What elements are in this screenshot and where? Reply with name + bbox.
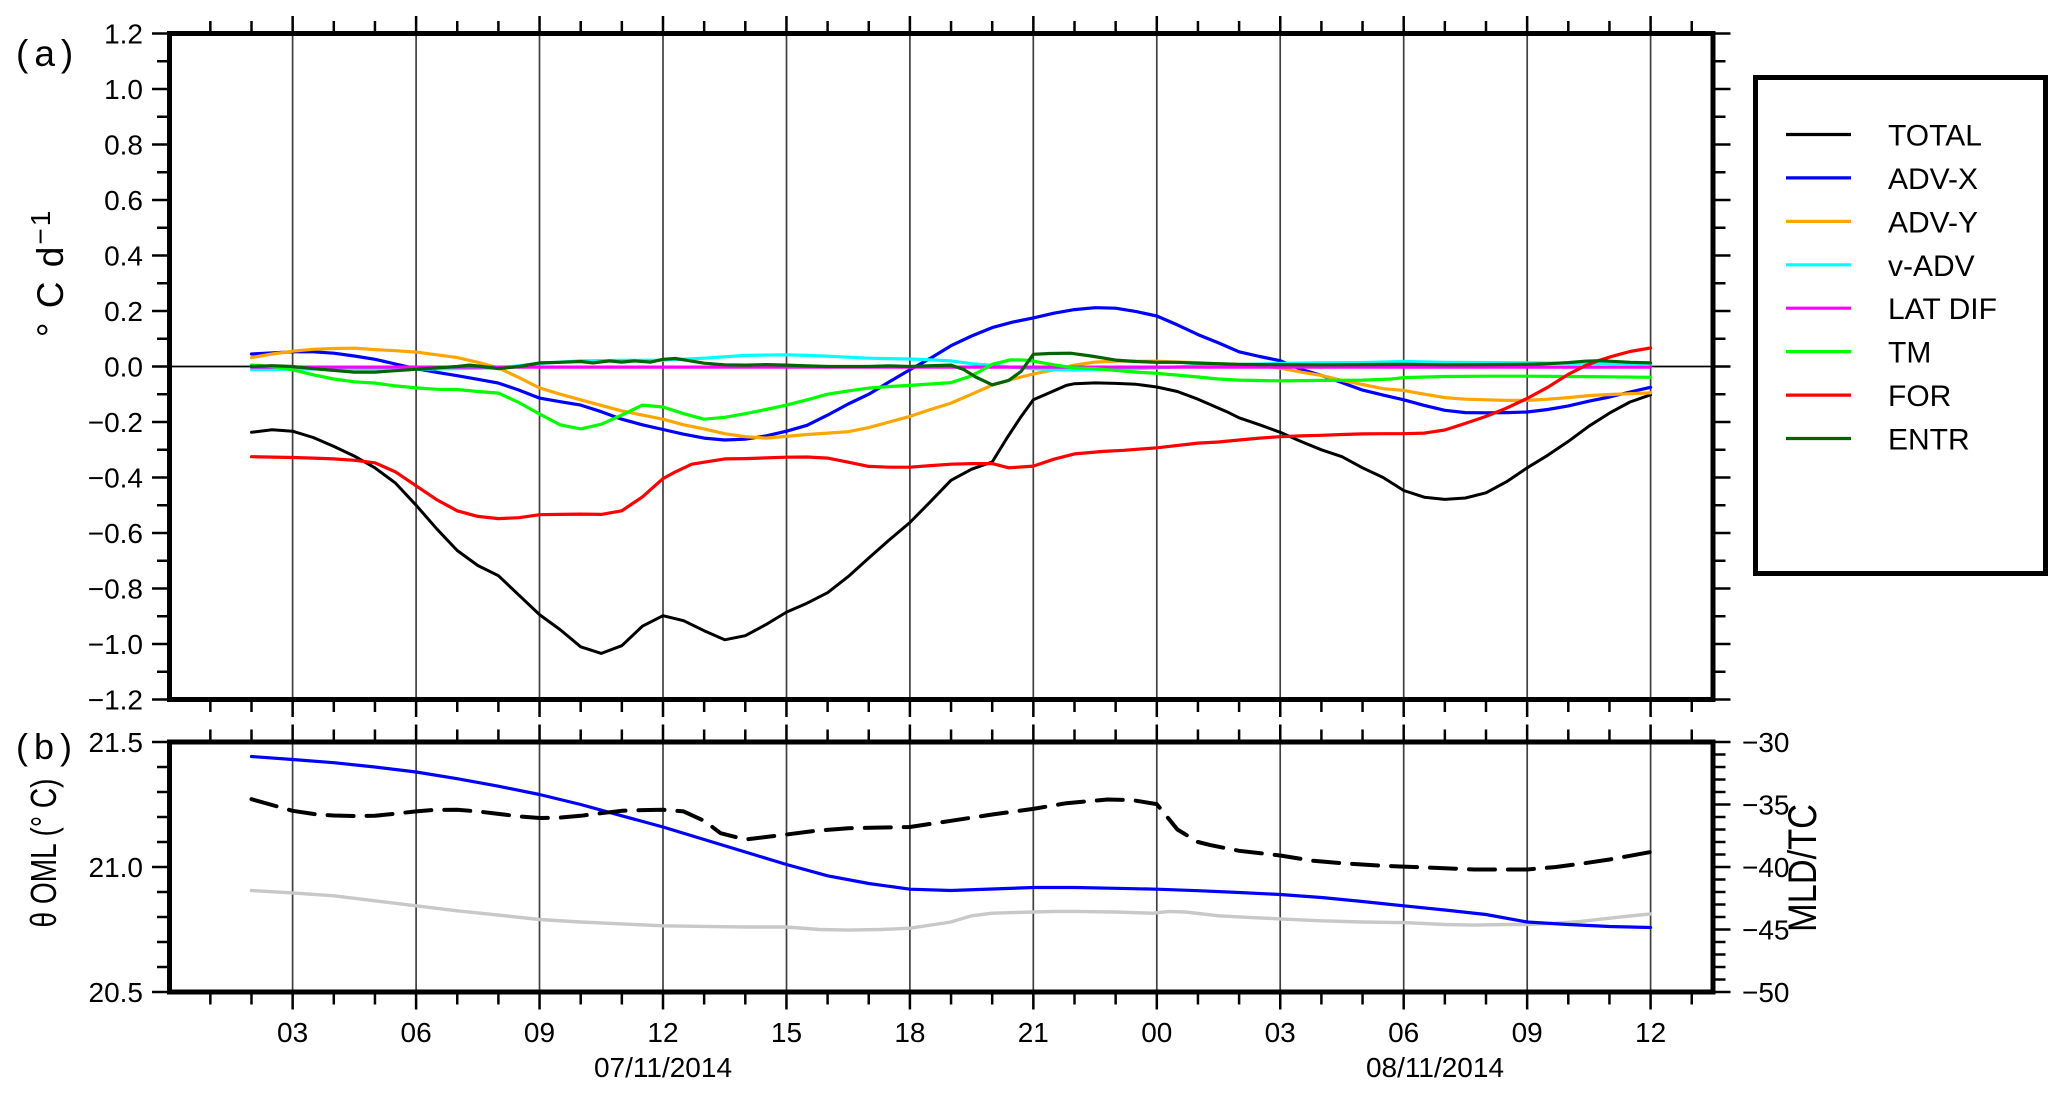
svg-text:MLD/TC: MLD/TC <box>1780 804 1825 932</box>
svg-text:21: 21 <box>1018 1017 1049 1048</box>
svg-text:−40: −40 <box>1742 852 1790 883</box>
svg-text:v-ADV: v-ADV <box>1888 250 1975 283</box>
svg-text:18: 18 <box>894 1017 925 1048</box>
svg-text:20.5: 20.5 <box>89 977 144 1008</box>
svg-text:−0.4: −0.4 <box>88 463 143 494</box>
svg-text:07/11/2014: 07/11/2014 <box>594 1052 732 1083</box>
svg-text:−0.6: −0.6 <box>88 518 143 549</box>
svg-text:1.2: 1.2 <box>104 19 143 50</box>
svg-text:−1.0: −1.0 <box>88 629 143 660</box>
svg-text:09: 09 <box>1512 1017 1543 1048</box>
svg-text:(b): (b) <box>16 726 78 767</box>
svg-text:0.2: 0.2 <box>104 296 143 327</box>
svg-text:0.6: 0.6 <box>104 185 143 216</box>
svg-text:FOR: FOR <box>1888 380 1951 413</box>
svg-text:ADV-Y: ADV-Y <box>1888 206 1978 239</box>
svg-text:21.5: 21.5 <box>89 727 144 758</box>
svg-text:−50: −50 <box>1742 977 1790 1008</box>
svg-text:06: 06 <box>401 1017 432 1048</box>
svg-text:−0.8: −0.8 <box>88 574 143 605</box>
svg-text:−35: −35 <box>1742 790 1790 821</box>
svg-text:ADV-X: ADV-X <box>1888 163 1978 196</box>
svg-text:LAT DIF: LAT DIF <box>1888 293 1997 326</box>
svg-text:15: 15 <box>771 1017 802 1048</box>
svg-text:−30: −30 <box>1742 727 1790 758</box>
svg-text:ENTR: ENTR <box>1888 424 1970 457</box>
svg-text:−1.2: −1.2 <box>88 685 143 716</box>
svg-text:θ OML (° C): θ OML (° C) <box>24 779 64 928</box>
svg-text:0.0: 0.0 <box>104 352 143 383</box>
svg-text:−0.2: −0.2 <box>88 407 143 438</box>
svg-text:12: 12 <box>647 1017 678 1048</box>
svg-text:08/11/2014: 08/11/2014 <box>1366 1052 1504 1083</box>
svg-text:21.0: 21.0 <box>89 852 144 883</box>
svg-text:−45: −45 <box>1742 915 1790 946</box>
svg-text:06: 06 <box>1388 1017 1419 1048</box>
svg-text:TM: TM <box>1888 337 1931 370</box>
svg-text:03: 03 <box>1265 1017 1296 1048</box>
svg-text:0.4: 0.4 <box>104 241 143 272</box>
svg-text:00: 00 <box>1141 1017 1172 1048</box>
svg-text:0.8: 0.8 <box>104 130 143 161</box>
svg-text:09: 09 <box>524 1017 555 1048</box>
svg-text:03: 03 <box>277 1017 308 1048</box>
svg-text:TOTAL: TOTAL <box>1888 120 1982 153</box>
svg-text:(a): (a) <box>16 33 79 74</box>
svg-text:12: 12 <box>1635 1017 1666 1048</box>
svg-text:1.0: 1.0 <box>104 74 143 105</box>
